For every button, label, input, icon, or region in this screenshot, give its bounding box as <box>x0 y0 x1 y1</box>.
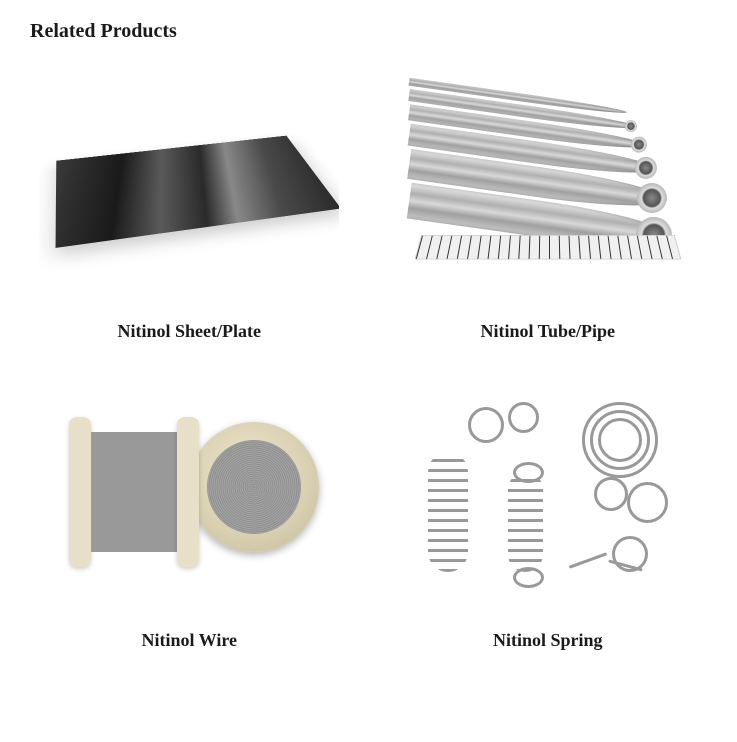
product-item-wire[interactable]: Nitinol Wire <box>30 372 349 651</box>
tube-icon <box>398 63 698 303</box>
wire-icon <box>39 372 339 612</box>
sheet-icon <box>39 63 339 303</box>
product-item-tube[interactable]: Nitinol Tube/Pipe <box>389 63 708 342</box>
section-title: Related Products <box>30 20 707 43</box>
product-item-spring[interactable]: Nitinol Spring <box>389 372 708 651</box>
product-label: Nitinol Sheet/Plate <box>118 321 261 342</box>
product-label: Nitinol Tube/Pipe <box>480 321 615 342</box>
product-item-sheet[interactable]: Nitinol Sheet/Plate <box>30 63 349 342</box>
product-label: Nitinol Wire <box>141 630 237 651</box>
product-label: Nitinol Spring <box>493 630 603 651</box>
product-grid: Nitinol Sheet/Plate Nitinol Tube/Pipe <box>30 63 707 651</box>
related-products-section: Related Products Nitinol Sheet/Plate <box>0 0 737 671</box>
spring-icon <box>398 372 698 612</box>
